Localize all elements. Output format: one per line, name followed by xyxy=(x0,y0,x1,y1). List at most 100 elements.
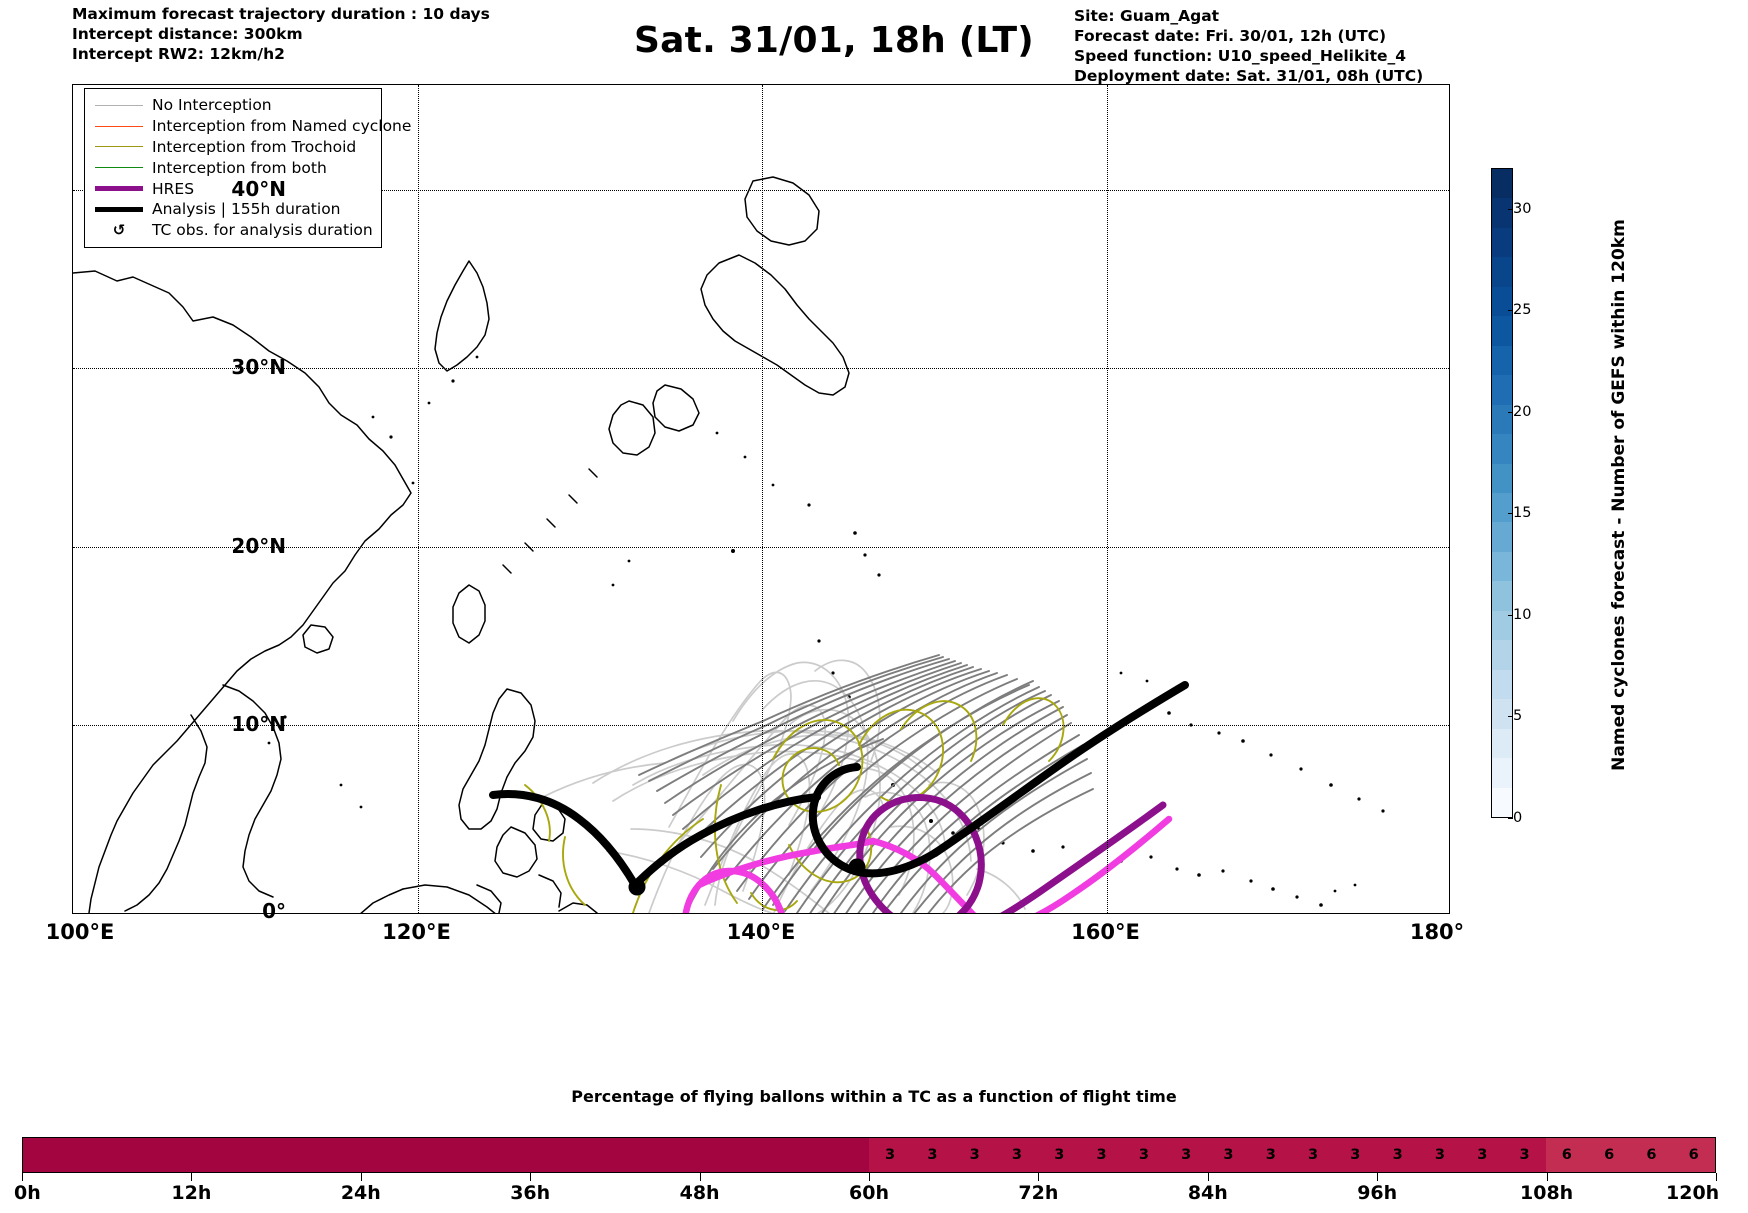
intercept-rw2-text: Intercept RW2: 12km/h2 xyxy=(72,45,285,64)
gefs-colorbar-cell xyxy=(1492,404,1512,435)
percentage-colorbar-cell: 3 xyxy=(1334,1138,1377,1172)
percentage-colorbar-cell: 6 xyxy=(1545,1138,1588,1172)
legend-item-no-interception: No Interception xyxy=(91,95,373,116)
percentage-colorbar-cell xyxy=(192,1138,235,1172)
gefs-colorbar-cell xyxy=(1492,227,1512,258)
gefs-colorbar-cell xyxy=(1492,492,1512,523)
gridline-20N xyxy=(73,546,1449,548)
legend-label: Interception from both xyxy=(152,158,327,177)
percentage-colorbar-cell-value: 3 xyxy=(1223,1147,1234,1163)
percentage-colorbar-tick xyxy=(1377,1173,1379,1181)
gridline-120E xyxy=(417,85,419,913)
percentage-colorbar-tick-label: 120h xyxy=(1666,1182,1720,1204)
coastlines xyxy=(73,176,1385,913)
legend-label: Analysis | 155h duration xyxy=(152,200,341,219)
percentage-colorbar-cell: 3 xyxy=(1207,1138,1250,1172)
legend-label: No Interception xyxy=(152,96,272,115)
cyclone-symbol-icon: ↺ xyxy=(112,220,126,239)
x-tick-140E: 140°E xyxy=(726,920,796,944)
percentage-colorbar-tick xyxy=(1207,1173,1209,1181)
percentage-colorbar-tick xyxy=(22,1173,23,1181)
percentage-colorbar-cell: 3 xyxy=(911,1138,954,1172)
legend-item-hres: HRES xyxy=(91,178,373,199)
gefs-colorbar xyxy=(1491,168,1513,818)
gefs-colorbar-title-text: Named cyclones forecast - Number of GEFS… xyxy=(1609,219,1629,771)
percentage-colorbar-cell-value: 3 xyxy=(1434,1147,1445,1163)
gefs-colorbar-tick: 10 xyxy=(1507,606,1532,623)
percentage-colorbar-cell: 3 xyxy=(1503,1138,1546,1172)
percentage-colorbar-tick-label: 60h xyxy=(849,1182,889,1204)
trajectories-trochoid-interception xyxy=(524,697,1065,913)
line-swatch-icon xyxy=(95,206,143,212)
percentage-colorbar: 3 3 3 3 3 3 3 3 3 3 3 3 3 3 3 3 6 6 6 6 xyxy=(22,1137,1716,1173)
gridline-10N xyxy=(73,725,1449,726)
gefs-colorbar-cell xyxy=(1492,551,1512,582)
percentage-colorbar-cell xyxy=(234,1138,277,1172)
percentage-colorbar-cell-value: 3 xyxy=(1011,1147,1023,1163)
percentage-colorbar-cell: 3 xyxy=(1291,1138,1335,1172)
legend-label: Interception from Named cyclone xyxy=(152,117,412,136)
gridline-160E xyxy=(1106,85,1108,913)
percentage-colorbar-cell xyxy=(403,1138,446,1172)
gefs-colorbar-tick: 30 xyxy=(1507,200,1532,217)
percentage-colorbar-cell-value: 3 xyxy=(927,1147,938,1163)
percentage-colorbar-cell xyxy=(530,1138,573,1172)
percentage-colorbar-tick-label: 12h xyxy=(171,1182,212,1204)
legend-item-trochoid: Interception from Trochoid xyxy=(91,137,373,158)
gefs-colorbar-cell xyxy=(1492,169,1512,199)
y-tick-0: 0° xyxy=(262,899,286,923)
x-tick-180: 180° xyxy=(1409,920,1465,944)
gefs-colorbar-cell xyxy=(1492,286,1512,317)
percentage-colorbar-cell-value: 6 xyxy=(1688,1147,1699,1163)
gefs-colorbar-tick: 15 xyxy=(1507,505,1532,522)
gefs-colorbar-cell xyxy=(1492,669,1512,700)
percentage-colorbar-tick-label: 72h xyxy=(1018,1182,1059,1204)
gefs-colorbar-title: Named cyclones forecast - Number of GEFS… xyxy=(1604,180,1634,810)
percentage-colorbar-tick-label: 24h xyxy=(340,1182,381,1204)
percentage-colorbar-cell: 3 xyxy=(1122,1138,1166,1172)
percentage-colorbar-tick xyxy=(699,1173,701,1181)
gefs-colorbar-cell xyxy=(1492,522,1512,552)
forecast-date-text: Forecast date: Fri. 30/01, 12h (UTC) xyxy=(1074,27,1387,46)
gefs-colorbar-cell xyxy=(1492,758,1512,788)
legend-label: TC obs. for analysis duration xyxy=(152,221,373,240)
percentage-colorbar-cell: 3 xyxy=(1376,1138,1419,1172)
trajectory-hres xyxy=(856,793,1167,913)
percentage-colorbar-cell: 3 xyxy=(953,1138,996,1172)
gefs-colorbar-cell xyxy=(1492,375,1512,405)
percentage-colorbar-cell xyxy=(615,1138,658,1172)
gefs-colorbar-cell xyxy=(1492,316,1512,346)
percentage-colorbar-cell-value: 3 xyxy=(1350,1147,1361,1163)
percentage-colorbar-cell-value: 3 xyxy=(969,1147,980,1163)
percentage-colorbar-cell-value: 6 xyxy=(1646,1147,1657,1163)
gefs-colorbar-cell xyxy=(1492,581,1512,611)
percentage-colorbar-labels: 0h 12h 24h 36h 48h 60h 72h 84h 96h 108h 120h xyxy=(14,1182,1720,1210)
gefs-colorbar-tick: 25 xyxy=(1507,302,1532,319)
percentage-colorbar-tick xyxy=(1038,1173,1040,1181)
legend-item-tc-obs: ↺ TC obs. for analysis duration xyxy=(91,220,373,241)
percentage-colorbar-ticks xyxy=(22,1173,1717,1185)
gridline-30N xyxy=(73,368,1449,369)
gefs-colorbar-tick: 5 xyxy=(1507,708,1523,725)
legend-item-both: Interception from both xyxy=(91,157,373,178)
gridline-140E xyxy=(762,85,763,913)
header-right-info: Site: Guam_Agat Forecast date: Fri. 30/0… xyxy=(1074,6,1423,87)
percentage-colorbar-cell xyxy=(445,1138,489,1172)
line-swatch-icon xyxy=(95,104,143,106)
gefs-colorbar-tick: 0 xyxy=(1507,810,1523,826)
legend-item-named-cyclone: Interception from Named cyclone xyxy=(91,116,411,137)
percentage-colorbar-cell-value: 6 xyxy=(1604,1147,1615,1163)
tc-obs-marker xyxy=(848,858,866,876)
percentage-colorbar-cell xyxy=(276,1138,320,1172)
percentage-colorbar-tick-label: 84h xyxy=(1187,1182,1228,1204)
legend-label: HRES xyxy=(152,179,195,198)
gefs-colorbar-cell xyxy=(1492,434,1512,464)
percentage-colorbar-tick xyxy=(1716,1173,1717,1181)
percentage-colorbar-cell-value: 3 xyxy=(1265,1147,1276,1163)
map-svg xyxy=(73,176,1385,913)
speed-function-text: Speed function: U10_speed_Helikite_4 xyxy=(1074,47,1407,66)
percentage-colorbar-cell xyxy=(361,1138,404,1172)
deployment-date-text: Deployment date: Sat. 31/01, 08h (UTC) xyxy=(1074,67,1424,86)
percentage-colorbar-tick xyxy=(191,1173,193,1181)
y-tick-20N: 20°N xyxy=(231,533,286,558)
